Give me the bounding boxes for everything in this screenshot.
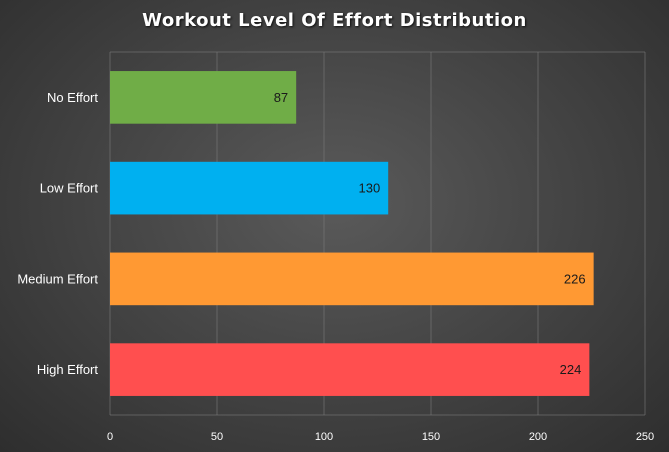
data-label: 224: [560, 362, 582, 377]
category-label: Medium Effort: [17, 271, 98, 286]
category-label: High Effort: [37, 362, 99, 377]
data-label: 130: [358, 181, 380, 196]
x-tick-label: 150: [422, 431, 440, 443]
data-label: 87: [274, 90, 288, 105]
category-label: Low Effort: [40, 181, 99, 196]
x-tick-label: 50: [211, 431, 223, 443]
bar: [110, 71, 297, 124]
bar: [110, 252, 594, 306]
x-tick-label: 250: [636, 431, 654, 443]
x-tick-label: 0: [107, 431, 113, 443]
bar: [110, 161, 389, 215]
x-tick-label: 200: [529, 431, 547, 443]
bar: [110, 343, 590, 396]
chart-title: Workout Level Of Effort Distribution: [142, 10, 527, 31]
x-tick-label: 100: [315, 431, 333, 443]
category-label: No Effort: [47, 90, 98, 105]
data-label: 226: [564, 271, 586, 286]
